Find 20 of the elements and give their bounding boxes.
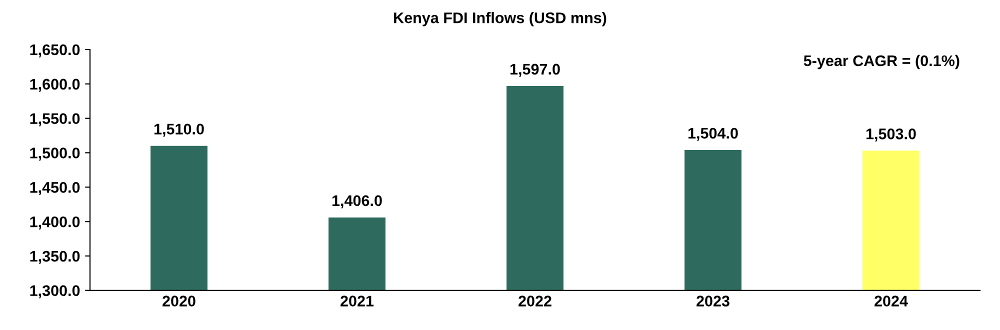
data-label: 1,504.0 bbox=[688, 128, 738, 141]
x-tick-label: 2024 bbox=[874, 296, 908, 306]
y-tick-label: 1,450.0 bbox=[30, 182, 80, 196]
y-tick-label: 1,650.0 bbox=[30, 44, 80, 58]
x-tick-label: 2023 bbox=[696, 296, 730, 307]
data-label: 1,597.0 bbox=[510, 64, 560, 77]
y-tick-label: 1,300.0 bbox=[30, 285, 80, 298]
x-tick-label: 2022 bbox=[518, 296, 552, 306]
data-label: 1,406.0 bbox=[332, 195, 382, 208]
y-tick-label: 1,400.0 bbox=[30, 216, 80, 230]
y-tick-label: 1,600.0 bbox=[30, 78, 80, 92]
x-tick-label: 2021 bbox=[340, 296, 374, 306]
data-label: 1,510.0 bbox=[154, 124, 204, 137]
chart-title: Kenya FDI Inflows (USD mns) bbox=[394, 12, 606, 26]
annotation: 5-year CAGR = (0.1%) bbox=[804, 54, 960, 70]
y-tick-label: 1,350.0 bbox=[30, 250, 80, 264]
y-tick-label: 1,550.0 bbox=[30, 113, 80, 126]
x-tick-label: 2020 bbox=[162, 296, 196, 306]
y-tick-label: 1,500.0 bbox=[30, 148, 80, 161]
data-label: 1,503.0 bbox=[866, 128, 916, 142]
